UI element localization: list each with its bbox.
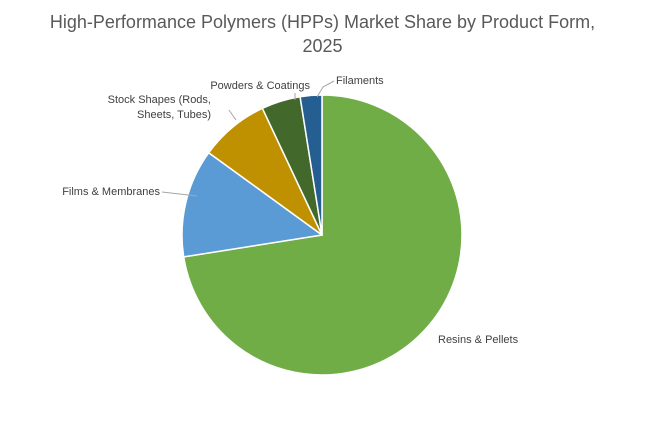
slice-label-filaments: Filaments — [336, 75, 384, 87]
pie-slice-films-membranes — [181, 151, 323, 258]
slice-label-stock-shapes-rods-sheets-tubes: Stock Shapes (Rods, Sheets, Tubes) — [108, 94, 211, 121]
slice-label-resins-pellets: Resins & Pellets — [438, 334, 519, 346]
leader-line-stock-shapes-rods-sheets-tubes — [228, 109, 237, 121]
chart-title-line-2: 2025 — [302, 36, 343, 56]
chart-title-line-1: High-Performance Polymers (HPPs) Market … — [49, 12, 596, 32]
slice-label-powders-coatings: Powders & Coatings — [210, 80, 310, 92]
leader-line-films-membranes — [161, 191, 198, 197]
pie-slice-resins-pellets — [182, 94, 463, 376]
slice-label-films-membranes: Films & Membranes — [62, 186, 160, 198]
chart-title: High-Performance Polymers (HPPs) Market … — [0, 10, 645, 58]
leader-line-filaments — [316, 80, 335, 98]
pie-slice-filaments — [299, 94, 323, 236]
